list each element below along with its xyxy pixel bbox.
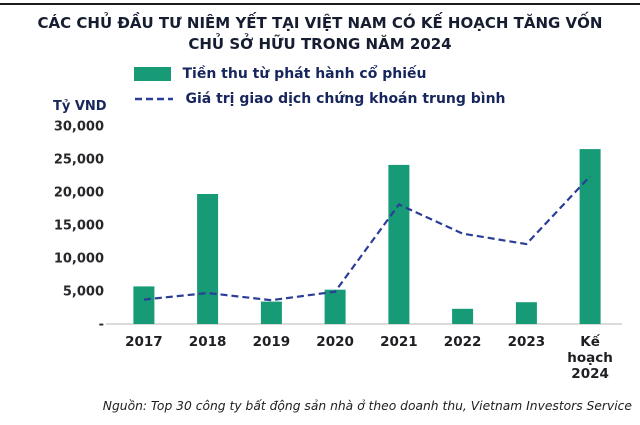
y-tick-label: 5,000 [63, 285, 104, 300]
y-tick-label: 15,000 [54, 219, 104, 234]
chart-canvas: 30,000 25,000 20,000 15,000 10,000 5,000 - 2017… [54, 120, 622, 382]
bar [324, 289, 346, 324]
legend: Tiền thu từ phát hành cổ phiếu Giá trị g… [0, 63, 640, 113]
bar [515, 302, 537, 324]
legend-item-line-series: Giá trị giao dịch chứng khoán trung bình [134, 88, 506, 110]
source-note: Nguồn: Top 30 công ty bất động sản nhà ở… [102, 399, 632, 413]
bar [452, 308, 474, 324]
x-tick-label: 2019 [253, 334, 291, 350]
y-tick-label: 20,000 [54, 186, 104, 201]
bar [260, 301, 282, 324]
bar [133, 286, 155, 324]
x-tick-label: 2022 [444, 334, 482, 350]
chart-title: CÁC CHỦ ĐẦU TƯ NIÊM YẾT TẠI VIỆT NAM CÓ … [37, 14, 603, 54]
x-tick-label: 2023 [508, 334, 546, 350]
line-series-swatch-icon [135, 97, 174, 101]
bar-series-swatch-icon [134, 67, 172, 81]
y-tick-label: 30,000 [54, 120, 104, 135]
top-divider [0, 3, 640, 5]
bar [579, 149, 601, 324]
bar-series-label: Tiền thu từ phát hành cổ phiếu [182, 66, 427, 82]
x-tick-label: 2021 [380, 334, 418, 350]
line-series-label: Giá trị giao dịch chứng khoán trung bình [185, 91, 506, 107]
y-axis-unit-label: Tỷ VND [53, 99, 107, 114]
bar [388, 164, 410, 324]
legend-item-bar-series: Tiền thu từ phát hành cổ phiếu [134, 63, 505, 85]
y-tick-label: 25,000 [54, 153, 104, 168]
legend-inner: Tiền thu từ phát hành cổ phiếu Giá trị g… [134, 63, 506, 113]
x-tick-label: Kế hoạch 2024 [567, 333, 613, 382]
chart-area: 30,000 25,000 20,000 15,000 10,000 5,000 - 2017… [0, 112, 640, 388]
line-series [143, 175, 591, 302]
x-tick-label: 2017 [125, 334, 163, 350]
y-tick-label: 10,000 [54, 252, 104, 267]
x-tick-label: 2020 [316, 334, 354, 350]
x-tick-label: 2018 [189, 334, 227, 350]
bar [197, 194, 219, 324]
y-tick-label: - [99, 318, 104, 333]
